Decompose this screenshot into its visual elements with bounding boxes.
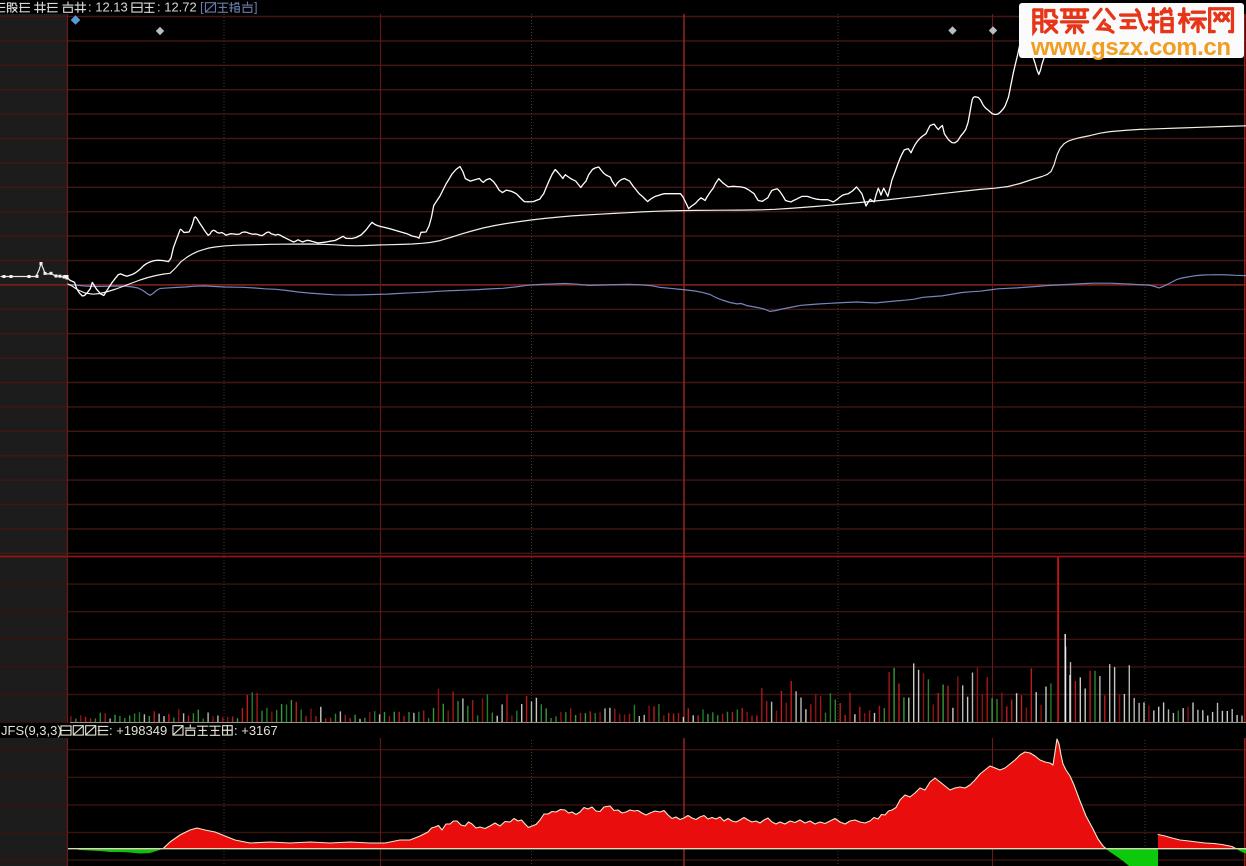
svg-text:www.gszx.com.cn: www.gszx.com.cn	[1030, 34, 1231, 61]
svg-text:: 12.13: : 12.13	[88, 0, 128, 15]
svg-text:: 12.72: : 12.72	[157, 0, 197, 15]
svg-text:]: ]	[254, 0, 258, 15]
svg-text:: +198349: : +198349	[109, 723, 167, 738]
svg-text:[: [	[200, 0, 204, 15]
svg-text:JFS(9,3,3): JFS(9,3,3)	[1, 723, 62, 738]
svg-text:: +3167: : +3167	[234, 723, 278, 738]
